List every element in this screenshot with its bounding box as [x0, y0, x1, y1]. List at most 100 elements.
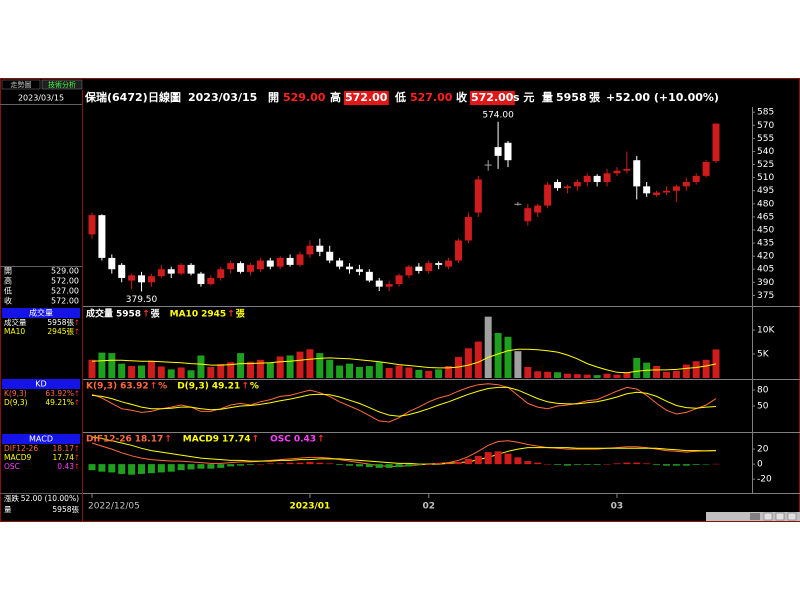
candle-body	[147, 276, 155, 283]
legend-text: 18.17	[135, 435, 163, 445]
header-text: s 元	[513, 91, 534, 104]
legend-text: ↑	[142, 310, 150, 320]
bar	[702, 464, 710, 465]
bar	[167, 369, 175, 378]
bar	[256, 464, 264, 465]
bar	[108, 353, 116, 378]
y-tick-label: 480	[757, 199, 774, 209]
candle-body	[187, 264, 195, 274]
bar	[306, 349, 314, 378]
bar	[514, 457, 522, 465]
candle-body	[603, 173, 611, 183]
bar	[385, 464, 393, 468]
bar	[326, 359, 334, 378]
candle-body	[643, 186, 651, 194]
candle-body	[435, 263, 443, 265]
candle-body	[98, 215, 106, 258]
header-text: 572.00	[471, 91, 514, 104]
quote-value: 529.00	[51, 267, 79, 276]
quote-value: 572.00	[51, 277, 79, 286]
bar	[346, 363, 354, 378]
candle-body	[464, 216, 472, 241]
side-row-value: 17.74	[53, 453, 75, 462]
candle-body	[445, 260, 453, 267]
candle-body	[405, 266, 413, 276]
change-label: 漲跌	[4, 493, 19, 503]
zoom-button[interactable]	[787, 512, 797, 521]
bar	[692, 464, 700, 465]
candle-body	[583, 175, 591, 183]
candle-body	[563, 186, 571, 189]
legend-text: K(9,3)	[86, 382, 117, 392]
candle-body	[474, 179, 482, 213]
legend-text: 0.43	[294, 435, 316, 445]
volume-value: 5958張	[52, 505, 79, 514]
bar	[682, 464, 690, 466]
zoom-button[interactable]	[775, 512, 785, 521]
candle-body	[355, 269, 363, 272]
zoom-button[interactable]	[763, 512, 773, 521]
bar	[692, 361, 700, 378]
candle-body	[544, 184, 552, 206]
legend-text: ↑	[252, 435, 260, 445]
candle-body	[296, 254, 304, 265]
y-tick-label: 390	[757, 278, 774, 288]
legend-text: 17.74	[222, 435, 250, 445]
bar	[484, 316, 492, 378]
bar	[207, 366, 215, 378]
line	[91, 348, 717, 374]
header-text: +52.00 (+10.00%)	[606, 91, 719, 104]
bar	[395, 464, 403, 468]
bar	[643, 463, 651, 465]
header-highlight	[344, 91, 389, 105]
change-value: 52.00 (10.00%)	[21, 494, 79, 503]
bar	[712, 463, 720, 465]
line	[91, 386, 717, 417]
bar	[118, 464, 126, 474]
bar	[227, 362, 235, 378]
volume-label: 量	[4, 505, 12, 514]
bar	[98, 352, 106, 378]
tab[interactable]	[1, 79, 41, 90]
candle-body	[167, 269, 175, 274]
legend-text: ↑	[227, 310, 235, 320]
candle-body	[385, 284, 393, 287]
candle-body	[88, 215, 96, 235]
bar	[346, 464, 354, 466]
bar	[504, 453, 512, 465]
bar	[415, 369, 423, 378]
line	[91, 383, 717, 423]
side-panel-title: 成交量	[29, 308, 53, 318]
bar	[464, 348, 472, 378]
bar	[365, 464, 373, 468]
bar	[613, 374, 621, 378]
bar	[573, 374, 581, 378]
bar	[355, 366, 363, 378]
bar	[405, 367, 413, 378]
x-tick-label: 02	[422, 502, 435, 512]
legend-text: MA10	[170, 310, 198, 320]
candle-body	[702, 161, 710, 176]
bar	[563, 373, 571, 378]
candle-body	[316, 245, 324, 252]
side-row-arrow: ↑	[74, 453, 80, 462]
side-row-label: MACD9	[4, 453, 31, 462]
candle-body	[534, 205, 542, 213]
candle-body	[227, 263, 235, 270]
header-text: 張	[589, 91, 601, 104]
bar	[157, 366, 165, 378]
bar	[435, 369, 443, 378]
bar	[326, 463, 334, 465]
bar	[88, 464, 96, 471]
y-tick-label: 10K	[757, 326, 775, 336]
tab-label: 走勢圖	[11, 80, 32, 89]
bar	[296, 351, 304, 378]
quote-value: 527.00	[51, 287, 79, 296]
bar	[573, 464, 581, 465]
scroll-thumb[interactable]	[750, 513, 760, 520]
side-panel-title-bg	[2, 308, 80, 318]
y-tick-label: 420	[757, 252, 774, 262]
bar	[276, 463, 284, 465]
side-row-value: 2945張	[47, 327, 74, 336]
tab[interactable]	[41, 79, 83, 90]
